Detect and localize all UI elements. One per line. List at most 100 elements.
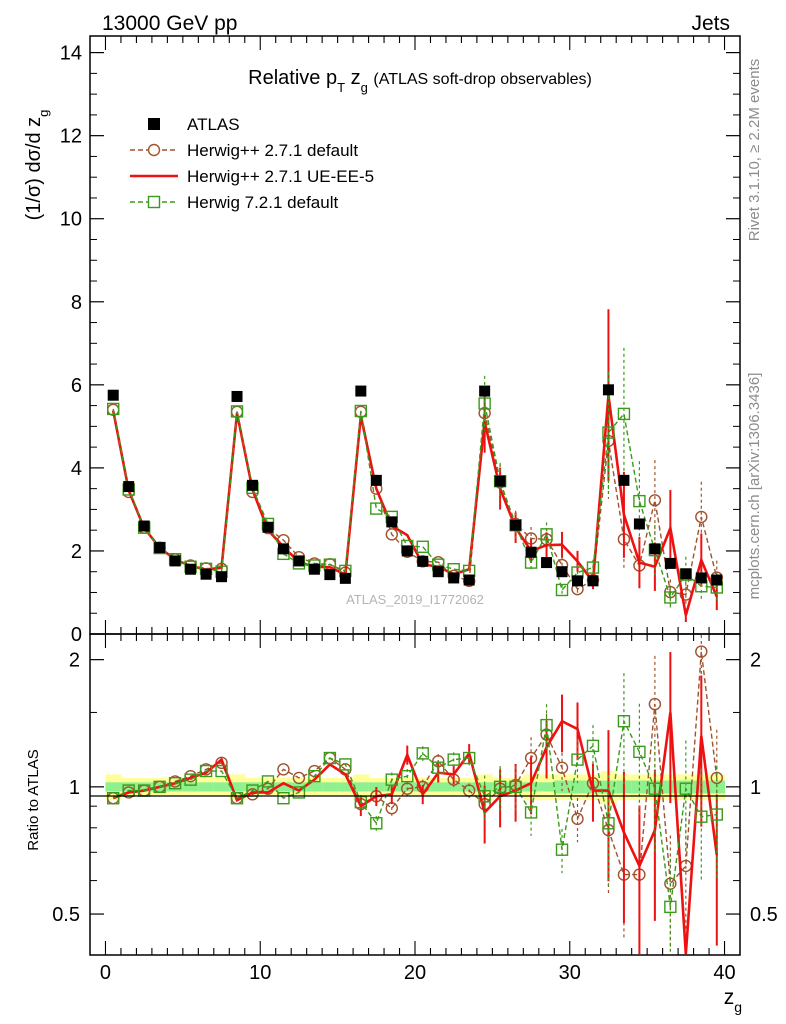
ratio-ytick-label: 2 — [69, 650, 80, 672]
ratio-herwig7-marker — [509, 780, 522, 794]
ratio-herwig7-marker — [571, 753, 584, 766]
main-ytick-label: 2 — [71, 541, 82, 563]
ratio-herwig7-marker — [339, 758, 352, 771]
ratio-xtick-label: 0 — [100, 962, 111, 984]
atlas-data-point — [185, 563, 197, 575]
atlas-data-point — [633, 518, 645, 530]
series-line-2 — [112, 403, 717, 600]
ratio-stat-band — [461, 782, 478, 792]
ratio-stat-band — [368, 782, 385, 792]
main-ytick-label: 6 — [71, 375, 82, 397]
ratio-xtick-label: 30 — [559, 962, 581, 984]
ratio-herwig7-marker — [416, 747, 429, 760]
ratio-herwig7-marker — [401, 769, 414, 783]
ratio-stat-band — [136, 782, 153, 792]
ratio-stat-band — [229, 782, 246, 792]
ratio-herwig7-marker — [153, 780, 166, 794]
ratio-herwig7-marker — [168, 777, 182, 790]
ratio-stat-band — [105, 782, 122, 792]
ratio-herwig7-marker — [524, 806, 538, 819]
atlas-data-point — [695, 572, 707, 584]
ratio-herwig-default-marker — [555, 761, 569, 774]
ratio-herwig-default-marker — [648, 697, 662, 711]
atlas-data-point — [479, 385, 491, 397]
chart-title: Relative pT zg (ATLAS soft-drop observab… — [248, 67, 592, 95]
herwig7-marker — [664, 591, 677, 604]
atlas-data-point — [216, 571, 228, 583]
ratio-stat-band — [275, 782, 292, 792]
ratio-herwig7-marker — [385, 773, 398, 786]
analysis-watermark: ATLAS_2019_I1772062 — [346, 592, 484, 607]
legend-label: Herwig++ 2.7.1 UE-EE-5 — [187, 167, 374, 186]
y-axis-label: (1/σ) dσ/d zg — [23, 110, 51, 221]
ratio-line-2 — [112, 718, 717, 907]
ratio-herwig7-marker — [199, 764, 213, 778]
ratio-stat-band — [430, 782, 447, 792]
ratio-herwig7-marker — [354, 795, 368, 809]
ratio-herwig-default-marker — [695, 645, 708, 658]
legend-label: Herwig 7.2.1 default — [187, 193, 338, 212]
atlas-data-point — [680, 568, 692, 580]
ratio-herwig7-marker — [617, 715, 631, 728]
atlas-data-point — [541, 557, 553, 569]
atlas-data-point — [123, 481, 135, 493]
ratio-herwig7-marker — [230, 792, 244, 805]
ratio-herwig7-marker — [462, 751, 476, 765]
herwig7-marker — [602, 426, 615, 439]
herwig7-marker — [107, 402, 120, 416]
ratio-line-1 — [112, 712, 719, 955]
ratio-herwig7-marker — [633, 745, 646, 759]
legend-marker-circle — [147, 143, 161, 157]
atlas-data-point — [572, 575, 583, 587]
ratio-stat-band — [337, 782, 354, 792]
atlas-data-point — [494, 475, 506, 487]
ratio-stat-band — [353, 782, 370, 792]
atlas-data-point — [138, 520, 150, 532]
ratio-stat-band — [322, 782, 339, 792]
ratio-herwig7-marker — [695, 810, 708, 823]
ratio-stat-band — [399, 782, 416, 792]
legend-label: Herwig++ 2.7.1 default — [187, 141, 358, 160]
atlas-data-point — [370, 474, 382, 486]
ratio-stat-band — [244, 782, 261, 792]
atlas-data-point — [386, 516, 398, 528]
ratio-herwig-default-marker — [292, 771, 306, 785]
atlas-data-point — [510, 519, 522, 531]
ratio-herwig7-marker — [215, 764, 228, 778]
ratio-xtick-label: 10 — [249, 962, 271, 984]
atlas-data-point — [711, 574, 723, 586]
ratio-ytick-label: 1 — [69, 777, 80, 799]
header-right: Jets — [691, 12, 730, 35]
legend-label: ATLAS — [187, 115, 240, 134]
atlas-data-point — [231, 390, 243, 402]
series-line-1 — [111, 395, 718, 616]
ratio-ytick-label-right: 2 — [750, 650, 761, 672]
atlas-data-point — [525, 546, 537, 558]
atlas-data-point — [154, 542, 166, 554]
atlas-data-point — [401, 545, 413, 557]
rivet-version-text: Rivet 3.1.10, ≥ 2.2M events — [746, 59, 763, 242]
herwig-default-marker — [648, 494, 662, 507]
atlas-data-point — [448, 572, 460, 584]
mcplots-url-text: mcplots.cern.ch [arXiv:1306.3436] — [746, 373, 763, 600]
atlas-data-point — [587, 575, 599, 587]
ratio-herwig7-marker — [710, 808, 723, 821]
header-left: 13000 GeV pp — [102, 12, 237, 35]
ratio-herwig-default-marker — [277, 763, 290, 776]
atlas-data-point — [308, 563, 320, 575]
herwig7-marker — [586, 561, 600, 574]
herwig7-marker — [540, 528, 553, 541]
main-ytick-label: 14 — [60, 43, 82, 65]
x-axis-label: zg — [724, 986, 742, 1015]
atlas-data-point — [277, 543, 289, 555]
legend: ATLAS Herwig++ 2.7.1 default Herwig++ 2.7.… — [130, 115, 374, 212]
ratio-xtick-label: 20 — [404, 962, 426, 984]
ratio-herwig7-marker — [555, 843, 569, 856]
herwig7-marker — [555, 583, 569, 597]
ratio-herwig7-marker — [277, 792, 290, 805]
ratio-herwig7-marker — [308, 769, 321, 783]
ratio-stat-band — [213, 782, 230, 792]
atlas-data-point — [107, 389, 119, 401]
herwig-default-marker — [695, 510, 708, 524]
ratio-stat-band — [306, 782, 323, 792]
